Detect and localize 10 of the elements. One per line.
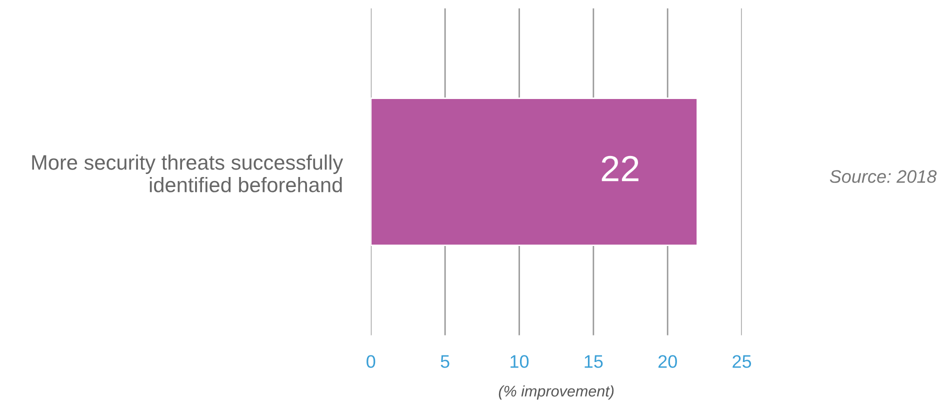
x-tick-label: 0 <box>366 355 376 368</box>
x-axis-title: (% improvement) <box>498 385 614 400</box>
x-tick-label: 15 <box>584 355 603 368</box>
x-tick-label: 10 <box>510 355 529 368</box>
source-note: Source: 2018 <box>830 170 937 183</box>
x-tick-label: 5 <box>440 355 450 368</box>
data-label: 22 <box>602 156 638 182</box>
x-tick-label: 20 <box>658 355 677 368</box>
y-tick-label: More security threats successfully identified beforehand <box>32 154 344 192</box>
x-tick-label: 25 <box>732 355 752 368</box>
